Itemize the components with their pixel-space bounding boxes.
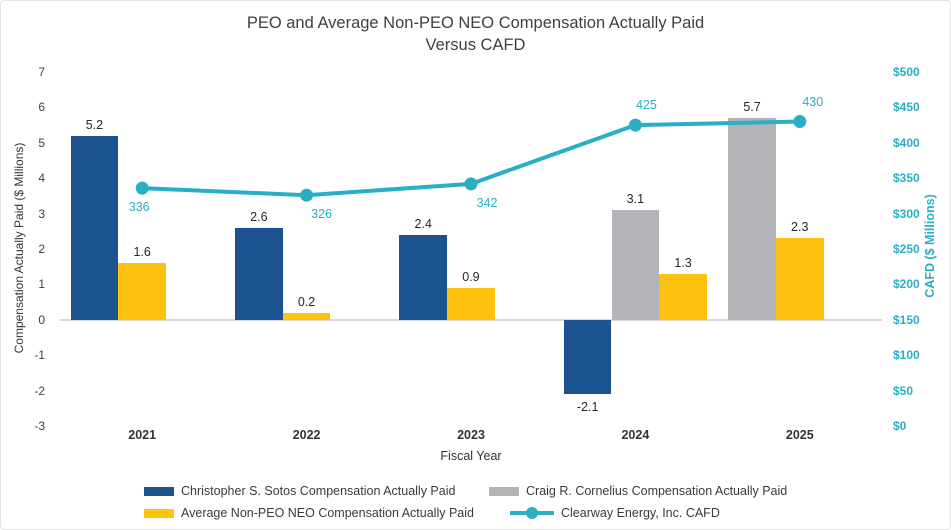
chart-title: PEO and Average Non-PEO NEO Compensation… — [1, 12, 950, 56]
bar-value-label: 1.3 — [674, 255, 692, 270]
right-axis-tick: $50 — [893, 383, 914, 398]
x-axis-tick-2023: 2023 — [457, 428, 485, 442]
bar-value-label: 3.1 — [626, 192, 645, 207]
cornelius-legend-swatch-icon — [489, 486, 519, 496]
bar-value-label: 2.4 — [414, 216, 432, 231]
cafd-marker-2021 — [135, 181, 149, 195]
bar-value-label: 0.9 — [462, 269, 480, 284]
bar-2023 — [447, 287, 495, 320]
bar-value-label: 2.3 — [791, 220, 809, 235]
bar-value-label: 1.6 — [133, 245, 151, 260]
left-axis-tick: 4 — [38, 171, 45, 186]
cafd-marker-2022 — [300, 188, 314, 202]
right-axis-tick: $200 — [893, 277, 920, 292]
x-axis-title: Fiscal Year — [440, 449, 502, 463]
left-axis-tick: 1 — [38, 277, 45, 292]
legend-item-cornelius: Craig R. Cornelius Compensation Actually… — [489, 483, 787, 499]
zero-gridline — [60, 318, 882, 321]
chart-title-line2: Versus CAFD — [425, 36, 526, 54]
bar-value-label: 0.2 — [297, 294, 316, 309]
chart-title-line1: PEO and Average Non-PEO NEO Compensation… — [246, 14, 705, 32]
cafd-marker-2025 — [793, 115, 807, 129]
cafd-line — [135, 115, 807, 202]
legend-item-average: Average Non-PEO NEO Compensation Actuall… — [144, 505, 474, 521]
bar-value-label: 2.6 — [250, 209, 268, 224]
x-axis-tick-2021: 2021 — [128, 428, 157, 442]
bar-2024 — [563, 319, 612, 395]
left-axis-tick: 7 — [38, 65, 45, 79]
left-axis-tick: 3 — [38, 206, 45, 221]
cafd-line-marker-legend-icon — [510, 506, 554, 520]
x-axis-tick-2025: 2025 — [785, 428, 814, 442]
left-axis-tick: 2 — [38, 242, 45, 256]
right-axis-tick: $250 — [893, 242, 920, 256]
left-axis-tick: -1 — [34, 348, 45, 363]
left-axis-tick: -2 — [34, 383, 45, 398]
bar-2021 — [70, 135, 119, 320]
average-legend-swatch-icon — [144, 508, 174, 518]
right-axis-tick: $450 — [893, 100, 920, 115]
bar-2023 — [399, 234, 448, 320]
bar-value-label: -2.1 — [576, 400, 599, 415]
bar-2024 — [611, 210, 660, 320]
x-axis-tick-2022: 2022 — [292, 428, 321, 442]
left-axis-tick: -3 — [34, 419, 45, 433]
bar-value-label: 5.2 — [85, 117, 104, 132]
right-axis-tick: $0 — [893, 419, 907, 433]
cafd-value-label: 430 — [802, 94, 824, 109]
bar-2022 — [282, 312, 331, 320]
legend-label-cornelius: Craig R. Cornelius Compensation Actually… — [526, 484, 788, 498]
legend-item-cafd: Clearway Energy, Inc. CAFD — [510, 505, 720, 521]
right-axis-tick: $100 — [893, 348, 920, 363]
cafd-value-label: 336 — [128, 200, 150, 215]
cafd-marker-2023 — [464, 177, 478, 191]
legend-label-cafd: Clearway Energy, Inc. CAFD — [561, 506, 720, 520]
left-axis-tick: 6 — [38, 100, 45, 115]
right-axis-tick: $400 — [893, 135, 920, 150]
legend-label-average: Average Non-PEO NEO Compensation Actuall… — [181, 506, 474, 520]
legend-label-sotos: Christopher S. Sotos Compensation Actual… — [181, 484, 456, 498]
x-axis-tick-2024: 2024 — [621, 428, 650, 442]
bar-2025 — [728, 118, 776, 320]
cafd-value-label: 425 — [635, 98, 657, 113]
left-axis-tick: 5 — [38, 135, 45, 150]
sotos-legend-swatch-icon — [144, 486, 174, 496]
bar-2022 — [235, 227, 283, 320]
legend-item-sotos: Christopher S. Sotos Compensation Actual… — [144, 483, 455, 499]
cafd-value-label: 326 — [311, 207, 333, 222]
right-axis-tick: $300 — [893, 206, 920, 221]
cafd-value-label: 342 — [476, 195, 498, 210]
bar-2024 — [659, 273, 707, 320]
bar-2025 — [775, 238, 824, 320]
right-axis-tick: $150 — [893, 312, 920, 327]
bar-2021 — [118, 263, 166, 320]
right-axis-tick: $500 — [893, 65, 920, 79]
cafd-marker-2024 — [628, 118, 642, 132]
bar-value-label: 5.7 — [743, 100, 761, 115]
right-axis-title: CAFD ($ Millions) — [923, 194, 937, 298]
left-axis-tick: 0 — [38, 312, 45, 327]
right-axis-tick: $350 — [893, 171, 920, 186]
